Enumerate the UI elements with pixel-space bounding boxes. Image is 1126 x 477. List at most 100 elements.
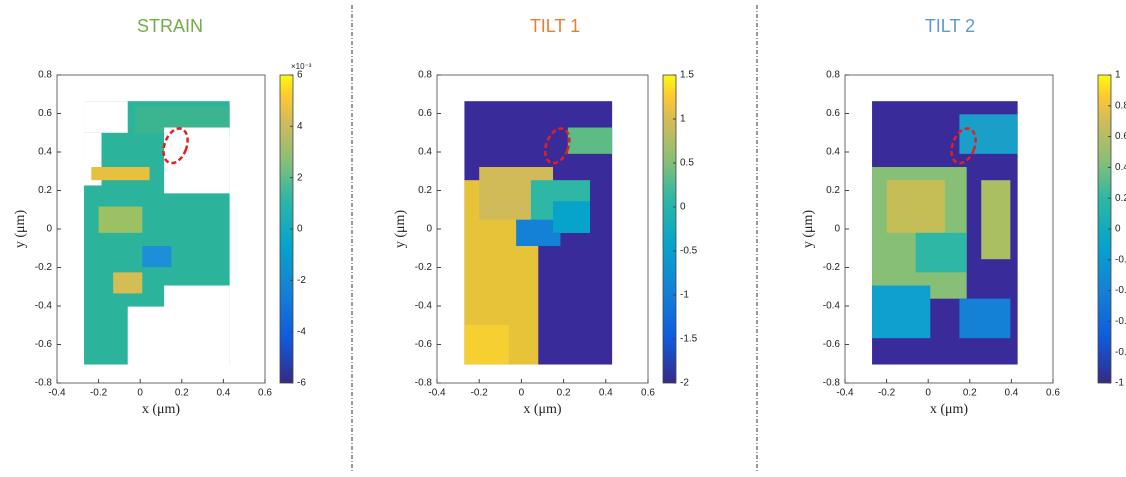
x-axis-label: x (μm) xyxy=(142,402,181,417)
y-tick-label: -0.6 xyxy=(415,339,433,350)
y-tick-label: 0.2 xyxy=(418,185,432,196)
y-tick-label: 0 xyxy=(426,224,432,235)
x-tick-label: -0.4 xyxy=(48,388,66,399)
y-tick-label: 0 xyxy=(46,224,52,235)
heatmap-texture xyxy=(959,298,1011,339)
colorbar-tick-label: 1 xyxy=(680,114,686,125)
y-tick-label: 0.4 xyxy=(418,147,432,158)
heatmap-texture xyxy=(98,206,143,233)
colorbar-tick-label: 0.6 xyxy=(1115,131,1126,142)
y-tick-label: -0.2 xyxy=(35,262,53,273)
y-tick-label: 0.2 xyxy=(38,185,52,196)
heatmap-texture xyxy=(91,167,150,181)
colorbar-tick-label: -4 xyxy=(297,326,306,337)
heatmap-texture xyxy=(127,306,172,365)
colorbar-tick-label: -1 xyxy=(1115,378,1124,389)
y-tick-label: -0.4 xyxy=(823,301,841,312)
x-tick-label: 0.4 xyxy=(1004,388,1018,399)
heatmap-texture xyxy=(164,127,230,194)
y-tick-label: -0.8 xyxy=(415,378,433,389)
colorbar-tick-label: 6 xyxy=(297,70,303,81)
x-tick-label: 0.6 xyxy=(641,388,655,399)
region-outline xyxy=(950,127,977,165)
x-tick-label: -0.2 xyxy=(878,388,896,399)
colorbar-tick-label: 0.2 xyxy=(1115,193,1126,204)
panel-title: TILT 2 xyxy=(925,16,975,36)
heatmap-texture xyxy=(915,232,967,273)
x-tick-label: 0.4 xyxy=(599,388,613,399)
colorbar-tick-label: 0 xyxy=(297,224,303,235)
heatmap-texture xyxy=(464,325,509,365)
x-tick-label: 0.6 xyxy=(1046,388,1060,399)
x-tick-label: 0 xyxy=(137,388,143,399)
x-tick-label: 0.2 xyxy=(557,388,571,399)
colorbar xyxy=(662,74,677,384)
colorbar-tick-label: 1 xyxy=(1115,70,1121,81)
region-outline xyxy=(162,127,189,165)
y-tick-label: -0.6 xyxy=(35,339,53,350)
x-tick-label: -0.4 xyxy=(428,388,446,399)
y-tick-label: -0.2 xyxy=(415,262,433,273)
colorbar-tick-label: -2 xyxy=(680,378,689,389)
heatmap-texture xyxy=(84,101,128,133)
heatmap-texture xyxy=(872,285,931,339)
heatmap-texture xyxy=(142,246,172,268)
colorbar-tick-label: 0.5 xyxy=(680,158,694,169)
colorbar-tick-label: 0 xyxy=(1115,224,1121,235)
y-tick-label: 0.4 xyxy=(38,147,52,158)
y-tick-label: 0.4 xyxy=(826,147,840,158)
x-axis-label: x (μm) xyxy=(523,402,562,417)
colorbar-tick-label: 0.4 xyxy=(1115,162,1126,173)
colorbar-tick-label: -0.2 xyxy=(1115,254,1126,265)
colorbar-tick-label: 2 xyxy=(297,172,303,183)
colorbar-tick-label: -1 xyxy=(680,290,689,301)
y-tick-label: 0.8 xyxy=(418,70,432,81)
y-tick-label: 0.6 xyxy=(418,108,432,119)
y-tick-label: -0.2 xyxy=(823,262,841,273)
x-tick-label: -0.2 xyxy=(471,388,489,399)
x-tick-label: 0.2 xyxy=(963,388,977,399)
colorbar-tick-label: -0.6 xyxy=(1115,316,1126,327)
x-axis-label: x (μm) xyxy=(930,402,969,417)
colorbar-tick-label: -2 xyxy=(297,275,306,286)
x-tick-label: 0 xyxy=(925,388,931,399)
y-tick-label: 0.6 xyxy=(38,108,52,119)
x-tick-label: 0.2 xyxy=(175,388,189,399)
heatmap-texture xyxy=(886,180,945,233)
colorbar-multiplier: ×10⁻³ xyxy=(291,62,312,71)
x-tick-label: 0 xyxy=(519,388,525,399)
y-tick-label: -0.8 xyxy=(35,378,53,389)
colorbar-tick-label: 4 xyxy=(297,121,303,132)
y-axis-label: y (μm) xyxy=(13,210,28,249)
region-outline xyxy=(543,127,571,165)
panel-title: TILT 1 xyxy=(530,16,580,36)
y-tick-label: 0.2 xyxy=(826,185,840,196)
heatmap-texture xyxy=(164,285,230,365)
heatmap-texture xyxy=(113,272,143,294)
heatmap-texture xyxy=(553,201,590,233)
y-tick-label: -0.4 xyxy=(415,301,433,312)
y-axis-label: y (μm) xyxy=(393,210,408,249)
colorbar-tick-label: 0.8 xyxy=(1115,100,1126,111)
y-tick-label: 0.8 xyxy=(38,70,52,81)
panel-title: STRAIN xyxy=(137,16,203,36)
y-tick-label: -0.6 xyxy=(823,339,841,350)
colorbar-tick-label: -0.4 xyxy=(1115,285,1126,296)
x-tick-label: -0.4 xyxy=(836,388,854,399)
y-axis-label: y (μm) xyxy=(801,210,816,249)
y-tick-label: 0 xyxy=(834,224,840,235)
colorbar-tick-label: -6 xyxy=(297,378,306,389)
colorbar-tick-label: -0.5 xyxy=(680,246,698,257)
heatmap-texture xyxy=(567,127,613,154)
colorbar-tick-label: 0 xyxy=(680,202,686,213)
heatmap-texture xyxy=(981,180,1011,260)
x-tick-label: 0.6 xyxy=(258,388,272,399)
colorbar-tick-label: 1.5 xyxy=(680,70,694,81)
x-tick-label: 0.4 xyxy=(216,388,230,399)
colorbar-tick-label: -1.5 xyxy=(680,334,698,345)
y-tick-label: 0.6 xyxy=(826,108,840,119)
heatmap-texture xyxy=(959,114,1018,154)
y-tick-label: -0.4 xyxy=(35,301,53,312)
y-tick-label: -0.8 xyxy=(823,378,841,389)
